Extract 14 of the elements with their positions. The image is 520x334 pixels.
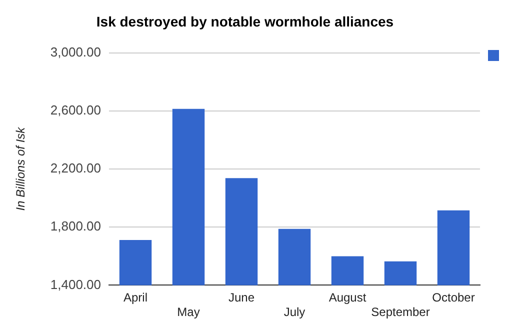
x-tick-label: August (328, 290, 367, 305)
x-tick-label: July (284, 305, 306, 320)
y-tick-label: 2,600.00 (50, 102, 102, 118)
y-tick-label: 2,200.00 (50, 160, 102, 176)
y-tick-label: 1,400.00 (50, 276, 102, 292)
chart-title: Isk destroyed by notable wormhole alliances (96, 13, 394, 30)
y-axis-title: In Billions of Isk (14, 126, 28, 211)
y-tick-label: 3,000.00 (50, 44, 102, 60)
x-tick-label: April (123, 290, 148, 305)
y-tick-label: 1,800.00 (50, 218, 102, 234)
x-tick-label: October (432, 290, 475, 305)
x-tick-label: June (228, 290, 255, 305)
x-tick-label: September (371, 305, 430, 320)
x-tick-label: May (177, 305, 200, 320)
